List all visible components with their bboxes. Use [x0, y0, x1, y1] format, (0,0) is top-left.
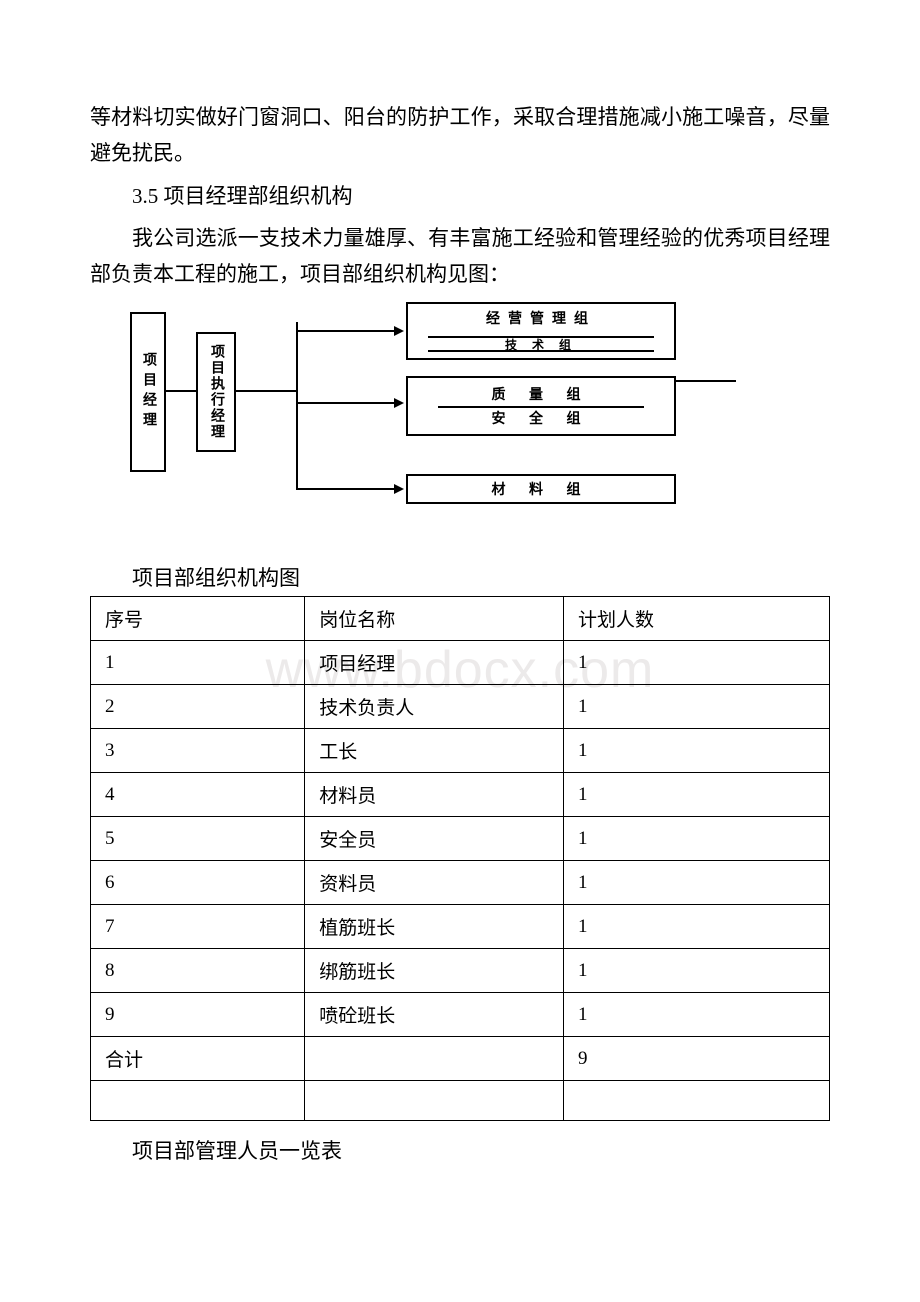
body-paragraph-2: 我公司选派一支技术力量雄厚、有丰富施工经验和管理经验的优秀项目经理部负责本工程的… [90, 221, 830, 292]
section-heading: 3.5 项目经理部组织机构 [90, 179, 830, 215]
table-row: 7植筋班长1 [91, 905, 830, 949]
arrow-icon [394, 398, 404, 408]
table-caption: 项目部管理人员一览表 [90, 1135, 830, 1165]
table-row: 3工长1 [91, 729, 830, 773]
group-box-top: 经营管理组 技 术 组 [406, 302, 676, 360]
table-row: 合计9 [91, 1037, 830, 1081]
table-row: 9喷砼班长1 [91, 993, 830, 1037]
group-box-mid: 质 量 组 安 全 组 [406, 376, 676, 436]
connector-line [166, 390, 196, 392]
table-row: 8绑筋班长1 [91, 949, 830, 993]
node-label: 技 术 组 [428, 336, 654, 352]
org-chart-diagram: 项目经理 项目执行经理 经营管理组 技 术 组 质 量 组 安 全 组 材 料 … [130, 302, 830, 512]
node-label: 质 量 组 [438, 384, 644, 408]
body-paragraph-1: 等材料切实做好门窗洞口、阳台的防护工作，采取合理措施减小施工噪音，尽量避免扰民。 [90, 100, 830, 171]
node-project-manager: 项目经理 [130, 312, 166, 472]
node-label: 安 全 组 [438, 408, 644, 428]
table-row: 5安全员1 [91, 817, 830, 861]
staffing-table: 序号 岗位名称 计划人数 1项目经理1 2技术负责人1 3工长1 4材料员1 5… [90, 596, 830, 1121]
connector-spine [296, 322, 298, 490]
node-label: 经营管理组 [408, 304, 674, 328]
table-row: 6资料员1 [91, 861, 830, 905]
connector-line [296, 402, 396, 404]
table-header: 计划人数 [563, 597, 829, 641]
figure-caption: 项目部组织机构图 [90, 562, 830, 592]
table-row: 1项目经理1 [91, 641, 830, 685]
table-row: 序号 岗位名称 计划人数 [91, 597, 830, 641]
node-materials: 材 料 组 [406, 474, 676, 504]
arrow-icon [394, 484, 404, 494]
connector-line [236, 390, 296, 392]
table-row [91, 1081, 830, 1121]
connector-line [676, 380, 736, 382]
arrow-icon [394, 326, 404, 336]
connector-line [296, 488, 396, 490]
table-header: 序号 [91, 597, 305, 641]
connector-line [296, 330, 396, 332]
table-row: 4材料员1 [91, 773, 830, 817]
table-header: 岗位名称 [305, 597, 564, 641]
node-exec-manager: 项目执行经理 [196, 332, 236, 452]
table-row: 2技术负责人1 [91, 685, 830, 729]
